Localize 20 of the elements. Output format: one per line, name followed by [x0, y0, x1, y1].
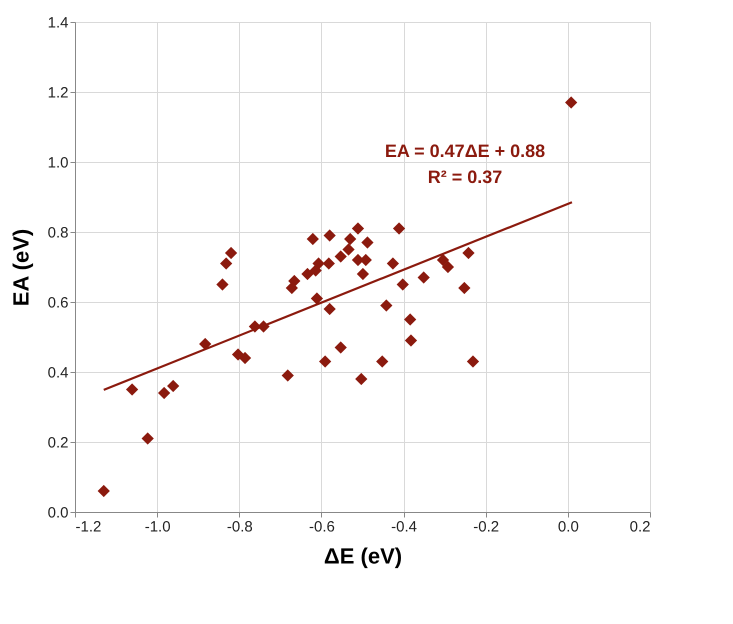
- x-tick-label: -0.2: [473, 518, 500, 536]
- x-tick-label: 0.0: [558, 518, 579, 536]
- y-tick-label: 1.4: [48, 14, 68, 32]
- x-tick-label: -1.2: [76, 518, 102, 536]
- y-tick-label: 0.0: [48, 504, 68, 522]
- y-axis-title: EA (eV): [8, 228, 34, 306]
- x-tick-label: -1.0: [144, 518, 171, 536]
- y-tick-label: 0.6: [48, 294, 68, 312]
- y-tick-label: 1.2: [48, 84, 68, 102]
- annotation: R² = 0.37: [428, 167, 502, 187]
- y-tick-label: 0.2: [48, 434, 68, 452]
- annotation: EA = 0.47ΔE + 0.88: [384, 141, 546, 161]
- y-tick-label: 0.4: [48, 364, 68, 382]
- x-axis-title: ΔE (eV): [324, 544, 402, 568]
- y-tick-label: 1.0: [48, 154, 68, 172]
- x-tick-label: -0.8: [226, 518, 253, 536]
- x-tick-label: 0.2: [630, 518, 650, 536]
- x-tick-label: -0.6: [309, 518, 335, 536]
- y-tick-label: 0.8: [48, 224, 68, 242]
- x-tick-label: -0.4: [391, 518, 417, 536]
